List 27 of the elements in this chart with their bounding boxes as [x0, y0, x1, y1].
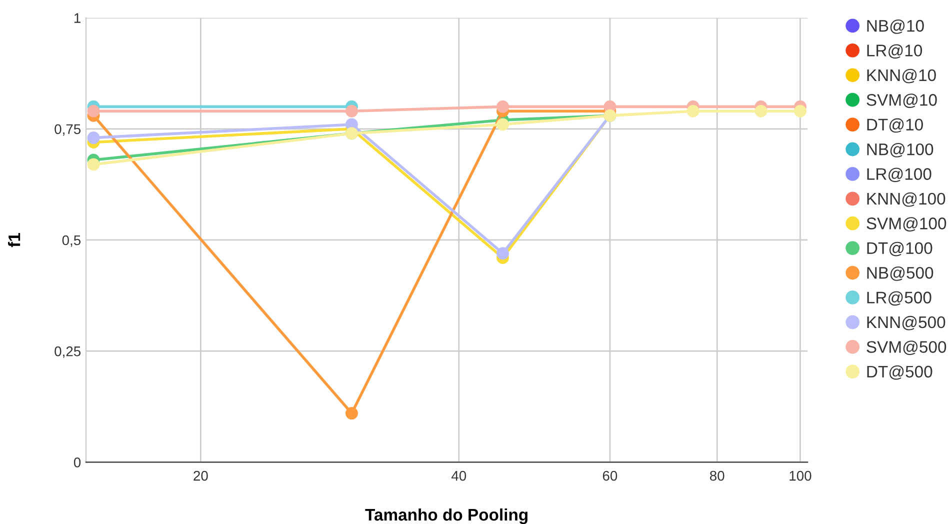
y-tick-label: 0,25: [54, 346, 81, 358]
x-tick-label: 20: [194, 470, 208, 481]
legend-label: KNN@100: [867, 192, 946, 207]
x-tick-label: 100: [790, 470, 812, 481]
legend-label: DT@500: [867, 365, 932, 380]
legend-label: LR@10: [867, 44, 922, 59]
legend-label: KNN@10: [867, 68, 936, 84]
legend-label: LR@500: [867, 291, 932, 306]
legend-label: DT@10: [867, 118, 923, 133]
legend-label: KNN@500: [867, 316, 946, 330]
y-tick-label: 0: [74, 458, 81, 468]
x-tick-label: 60: [602, 470, 618, 481]
x-tick-label: 80: [710, 470, 724, 481]
legend-label: LR@100: [867, 168, 932, 182]
x-axis-title: Tamanho do Pooling: [365, 508, 528, 524]
legend-label: SVM@10: [866, 94, 937, 108]
x-tick-label: 40: [451, 470, 466, 481]
legend-label: SVM@100: [866, 217, 946, 232]
legend-label: NB@10: [867, 19, 924, 34]
y-axis-title: f1: [8, 233, 20, 248]
y-tick-label: 0,5: [62, 235, 81, 247]
y-tick-label: 1: [74, 13, 80, 23]
legend-label: NB@100: [867, 143, 934, 158]
y-tick-label: 0,75: [54, 124, 81, 136]
legend-label: DT@100: [867, 242, 932, 256]
legend-label: NB@500: [867, 266, 934, 281]
legend-label: SVM@500: [866, 340, 946, 356]
